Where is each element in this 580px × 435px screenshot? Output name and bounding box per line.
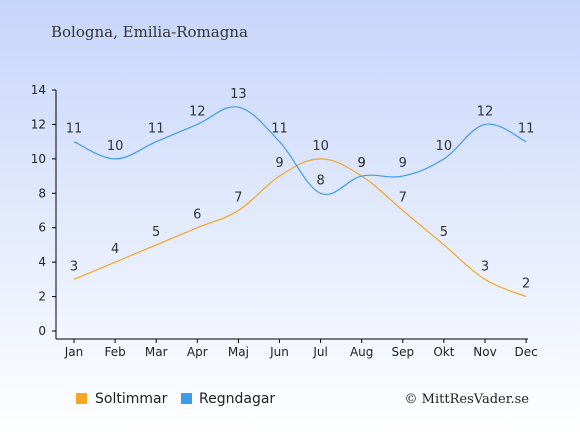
- x-tick-label: Nov: [473, 345, 496, 359]
- x-tick-label: Feb: [104, 345, 125, 359]
- y-tick-label: 0: [38, 324, 46, 338]
- data-label-soltimmar: 3: [70, 259, 78, 274]
- x-tick-label: Maj: [228, 345, 249, 359]
- y-tick-label: 6: [38, 221, 46, 235]
- y-tick-label: 2: [38, 290, 46, 304]
- legend-swatch-regndagar: [181, 393, 192, 404]
- chart-title: Bologna, Emilia-Romagna: [51, 23, 248, 41]
- data-label-regndagar: 11: [271, 122, 288, 137]
- series-line-soltimmar: [73, 158, 527, 298]
- x-tick-label: Aug: [350, 345, 373, 359]
- y-tick-label: 10: [31, 152, 46, 166]
- data-label-regndagar: 10: [436, 139, 453, 154]
- data-label-regndagar: 10: [107, 139, 124, 154]
- data-label-regndagar: 11: [518, 122, 535, 137]
- data-label-soltimmar: 7: [234, 191, 242, 206]
- legend-label-soltimmar: Soltimmar: [95, 391, 168, 407]
- data-label-soltimmar: 9: [358, 156, 366, 171]
- y-tick-label: 12: [31, 117, 46, 131]
- data-label-soltimmar: 5: [152, 225, 160, 240]
- data-label-soltimmar: 4: [111, 242, 119, 257]
- x-tick-label: Dec: [514, 345, 537, 359]
- x-tick-label: Apr: [187, 345, 208, 359]
- data-label-regndagar: 11: [66, 122, 83, 137]
- data-label-soltimmar: 10: [312, 139, 329, 154]
- data-label-soltimmar: 2: [522, 277, 530, 292]
- x-tick-label: Jun: [269, 345, 289, 359]
- data-label-regndagar: 13: [230, 87, 247, 102]
- data-label-regndagar: 12: [477, 104, 494, 119]
- data-label-soltimmar: 7: [399, 191, 407, 206]
- y-tick-label: 4: [38, 255, 46, 269]
- data-label-regndagar: 11: [148, 122, 165, 137]
- legend: Soltimmar Regndagar: [76, 391, 275, 407]
- x-tick-label: Jan: [64, 345, 84, 359]
- data-label-regndagar: 9: [358, 156, 366, 171]
- data-label-soltimmar: 5: [440, 225, 448, 240]
- x-tick-label: Okt: [433, 345, 454, 359]
- x-tick-label: Jul: [312, 345, 327, 359]
- data-label-soltimmar: 3: [481, 259, 489, 274]
- y-tick-label: 8: [38, 186, 46, 200]
- series-line-regndagar: [73, 106, 527, 196]
- series-layer: [73, 106, 527, 298]
- data-label-soltimmar: 9: [275, 156, 283, 171]
- data-label-regndagar: 12: [189, 104, 206, 119]
- credit-text: © MittResVader.se: [405, 392, 530, 407]
- data-label-regndagar: 8: [316, 173, 324, 188]
- data-label-regndagar: 9: [399, 156, 407, 171]
- y-tick-label: 14: [31, 83, 46, 97]
- x-tick-label: Mar: [145, 345, 168, 359]
- x-tick-label: Sep: [391, 345, 414, 359]
- legend-swatch-soltimmar: [76, 393, 87, 404]
- data-label-soltimmar: 6: [193, 208, 201, 223]
- legend-label-regndagar: Regndagar: [199, 391, 275, 407]
- axes: 0 2 4 6 8 10 12 14 Jan Feb Mar Apr Maj Jun Jul Aug Sep Ok…: [31, 83, 538, 359]
